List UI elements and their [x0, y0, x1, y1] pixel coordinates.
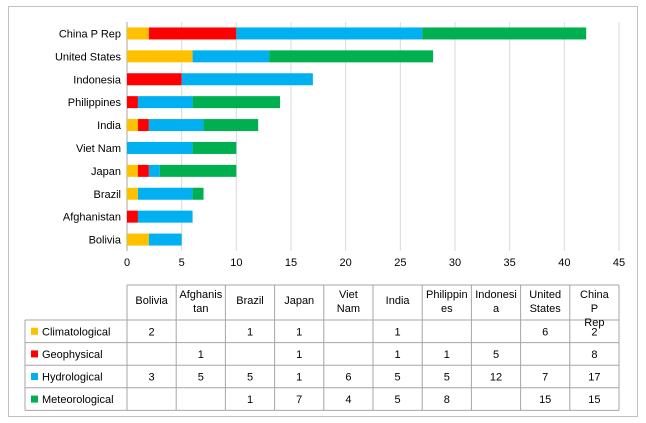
table-column-header: Viet Nam — [337, 289, 360, 315]
legend-key-geophysical — [31, 350, 38, 358]
x-tick-label: 15 — [285, 257, 297, 269]
table-cell: 7 — [542, 372, 548, 384]
bar-hydrological-china-p-rep — [236, 27, 423, 40]
bar-hydrological-viet-nam — [127, 141, 193, 154]
table-cell: 8 — [444, 394, 450, 406]
bar-hydrological-united-states — [192, 50, 270, 63]
bar-meteorological-japan — [159, 164, 237, 177]
bar-climatological-china-p-rep — [127, 27, 149, 40]
bar-hydrological-brazil — [137, 187, 193, 200]
bar-hydrological-indonesia — [181, 73, 313, 86]
table-column-header: United States — [529, 289, 561, 315]
table-column-header: China P Rep — [580, 289, 610, 329]
table-cell: 5 — [395, 372, 401, 384]
table-cell: 1 — [296, 349, 302, 361]
bar-geophysical-china-p-rep — [148, 27, 237, 40]
bar-meteorological-philippines — [192, 96, 281, 109]
x-tick-label: 30 — [449, 257, 461, 269]
x-tick-label: 45 — [613, 257, 625, 269]
table-column-header: Japan — [284, 295, 314, 307]
category-label: Brazil — [93, 189, 121, 201]
table-cell: 5 — [395, 394, 401, 406]
category-label: Japan — [91, 166, 121, 178]
bar-hydrological-philippines — [137, 96, 193, 109]
chart-frame: China P Rep United States Indonesia Philipp… — [8, 6, 638, 417]
table-cell: 1 — [296, 372, 302, 384]
legend-label: Meteorological — [42, 394, 114, 406]
table-column-header: India — [386, 295, 411, 307]
table-cell: 1 — [444, 349, 450, 361]
table-cell: 6 — [345, 372, 351, 384]
table-cell: 8 — [591, 349, 597, 361]
table-cell: 12 — [490, 372, 502, 384]
bar-hydrological-japan — [148, 164, 160, 177]
table-column-header: Afghanis tan — [179, 289, 222, 315]
bar-climatological-brazil — [127, 187, 138, 200]
table-cell: 1 — [247, 326, 253, 338]
x-tick-label: 40 — [558, 257, 570, 269]
table-cell: 6 — [542, 326, 548, 338]
table-cell: 5 — [493, 349, 499, 361]
table-cell: 1 — [296, 326, 302, 338]
bar-climatological-india — [127, 119, 138, 132]
x-tick-label: 20 — [340, 257, 352, 269]
x-tick-label: 25 — [394, 257, 406, 269]
bar-hydrological-bolivia — [148, 233, 182, 246]
bar-hydrological-india — [148, 119, 204, 132]
category-label: United States — [55, 51, 122, 63]
table-cell: 5 — [444, 372, 450, 384]
bar-meteorological-china-p-rep — [422, 27, 587, 40]
table-cell: 15 — [588, 394, 600, 406]
table-cell: 1 — [247, 394, 253, 406]
x-tick-label: 5 — [179, 257, 185, 269]
bar-geophysical-india — [137, 119, 149, 132]
legend-key-meteorological — [31, 395, 38, 403]
bar-hydrological-afghanistan — [137, 210, 193, 223]
stacked-bar-chart: China P Rep United States Indonesia Philipp… — [24, 22, 625, 411]
bar-meteorological-brazil — [192, 187, 204, 200]
x-tick-label: 10 — [230, 257, 242, 269]
bar-geophysical-afghanistan — [127, 210, 138, 223]
category-label: Afghanistan — [63, 212, 121, 224]
bar-meteorological-united-states — [269, 50, 434, 63]
legend-key-climatological — [31, 327, 38, 335]
table-cell: 4 — [345, 394, 351, 406]
bar-geophysical-japan — [137, 164, 149, 177]
category-label: India — [97, 120, 122, 132]
table-cell: 1 — [395, 349, 401, 361]
table-cell: 3 — [149, 372, 155, 384]
table-cell: 15 — [539, 394, 551, 406]
table-column-header: Bolivia — [135, 295, 168, 307]
bar-climatological-bolivia — [127, 233, 149, 246]
table-column-header: Brazil — [236, 295, 264, 307]
x-tick-label: 35 — [504, 257, 516, 269]
x-tick-label: 0 — [124, 257, 130, 269]
table-column-header: Indonesi a — [475, 289, 517, 315]
table-cell: 1 — [198, 349, 204, 361]
category-label: Philippines — [68, 97, 122, 109]
table-cell: 5 — [198, 372, 204, 384]
bar-meteorological-viet-nam — [192, 141, 237, 154]
legend-key-hydrological — [31, 373, 38, 380]
table-cell: 2 — [149, 326, 155, 338]
category-label: Indonesia — [73, 74, 122, 86]
category-label: China P Rep — [59, 28, 121, 40]
table-cell: 17 — [588, 372, 600, 384]
category-label: Bolivia — [89, 235, 122, 247]
category-label: Viet Nam — [76, 143, 121, 155]
table-cell: 2 — [591, 326, 597, 338]
legend-label: Climatological — [42, 326, 110, 338]
bar-geophysical-indonesia — [127, 73, 182, 86]
table-cell: 1 — [395, 326, 401, 338]
legend-label: Geophysical — [42, 349, 103, 361]
legend-label: Hydrological — [42, 372, 103, 384]
bar-climatological-united-states — [127, 50, 193, 63]
table-column-header: Philippin es — [426, 289, 468, 315]
bar-meteorological-india — [203, 119, 259, 132]
table-cell: 7 — [296, 394, 302, 406]
bar-climatological-japan — [127, 164, 138, 177]
bar-geophysical-philippines — [127, 96, 138, 109]
table-cell: 5 — [247, 372, 253, 384]
